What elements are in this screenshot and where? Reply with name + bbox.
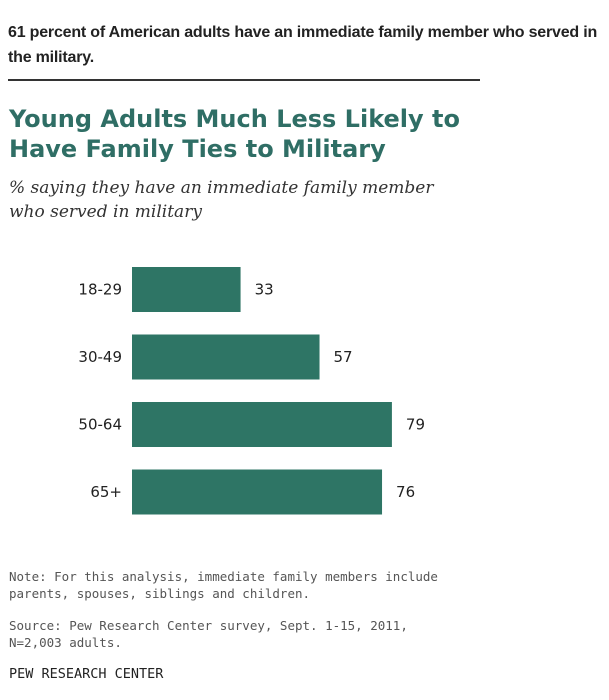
bar-30-49 (132, 334, 320, 380)
value-label-65: 76 (396, 483, 415, 501)
chart-note-line-2: parents, spouses, siblings and children. (9, 586, 311, 601)
category-label-18-29: 18-29 (78, 281, 122, 299)
chart-note-line-1: Note: For this analysis, immediate famil… (9, 569, 438, 584)
chart-title-line-2: Have Family Ties to Military (9, 135, 386, 163)
chart-source-line-1: Source: Pew Research Center survey, Sept… (9, 618, 408, 633)
article-headline: 61 percent of American adults have an im… (8, 24, 598, 66)
category-label-50-64: 50-64 (78, 416, 122, 434)
organization-credit: PEW RESEARCH CENTER (9, 666, 164, 682)
chart-subtitle-line-2: who served in military (9, 202, 202, 222)
chart-subtitle: % saying they have an immediate family m… (9, 176, 479, 224)
category-label-65: 65+ (90, 483, 122, 501)
value-label-50-64: 79 (406, 416, 425, 434)
value-label-18-29: 33 (255, 281, 274, 299)
chart-note: Note: For this analysis, immediate famil… (9, 568, 479, 602)
divider-rule (8, 79, 480, 81)
bar-65 (132, 469, 383, 515)
category-label-30-49: 30-49 (78, 348, 122, 366)
bar-50-64 (132, 402, 392, 447)
chart-source: Source: Pew Research Center survey, Sept… (9, 617, 479, 651)
chart-source-line-2: N=2,003 adults. (9, 635, 122, 650)
value-label-30-49: 57 (334, 348, 353, 366)
bar-18-29 (132, 267, 241, 312)
bar-chart: 18-29 33 30-49 57 50-64 79 65+ 76 (78, 267, 425, 515)
chart-title: Young Adults Much Less Likely to Have Fa… (9, 104, 479, 164)
chart-title-line-1: Young Adults Much Less Likely to (9, 105, 460, 133)
chart-subtitle-line-1: % saying they have an immediate family m… (9, 178, 434, 198)
